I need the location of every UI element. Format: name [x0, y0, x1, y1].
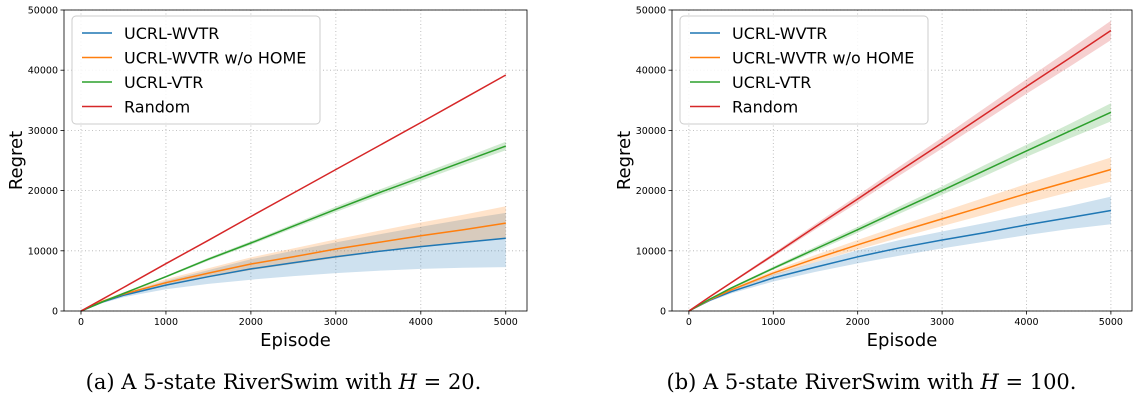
- legend-box-b: [679, 15, 929, 125]
- y-axis-label-b: Regret: [614, 131, 635, 190]
- x-tick-label-a-3: 3000: [324, 317, 348, 328]
- series-line-b-3: [688, 29, 1112, 312]
- legend-b: UCRL-WVTR UCRL-WVTR w/o HOME UCRL-VTR Rando…: [679, 15, 929, 125]
- x-axis-label-b: Episode: [867, 330, 938, 351]
- caption-b-text: (b) A 5-state RiverSwim with: [666, 370, 981, 394]
- chart-b: 0 1000 2000 3000 4000 50000100002000030000400…: [614, 6, 1133, 351]
- y-tick-label-a-0: 0: [52, 307, 58, 318]
- caption-a-text: (a) A 5-state RiverSwim with: [85, 370, 399, 394]
- legend-label-a-3: Random: [124, 98, 190, 117]
- x-tick-label-a-1: 1000: [154, 317, 178, 328]
- x-tick-label-a-2: 2000: [239, 317, 263, 328]
- plot-frame-b: [671, 9, 1133, 312]
- x-tick-label-a-4: 4000: [409, 317, 433, 328]
- legend-label-a-2: UCRL-VTR: [124, 73, 203, 92]
- caption-a-variable: H: [398, 370, 417, 394]
- y-tick-label-b-0: 0: [660, 307, 666, 318]
- caption-a: (a) A 5-state RiverSwim with H = 20.: [0, 370, 567, 394]
- legend-label-a-0: UCRL-WVTR: [124, 24, 219, 43]
- y-tick-label-b-2: 20000: [636, 186, 666, 197]
- y-tick-label-b-4: 40000: [636, 66, 666, 77]
- plot-frame-a: [63, 9, 528, 312]
- legend-a: UCRL-WVTR UCRL-WVTR w/o HOME UCRL-VTR Rando…: [71, 15, 321, 125]
- legend-label-b-1: UCRL-WVTR w/o HOME: [732, 49, 914, 68]
- x-tick-label-b-0: 0: [686, 317, 692, 328]
- y-tick-label-a-5: 50000: [28, 6, 58, 17]
- x-tick-label-b-2: 2000: [846, 317, 870, 328]
- y-tick-label-b-3: 30000: [636, 126, 666, 137]
- x-tick-label-b-4: 4000: [1014, 317, 1038, 328]
- series-line-b-2: [688, 111, 1112, 312]
- x-tick-label-b-1: 1000: [761, 317, 785, 328]
- caption-b-value: = 100.: [998, 370, 1077, 394]
- x-tick-label-a-0: 0: [78, 317, 84, 328]
- series-line-b-0: [688, 209, 1112, 312]
- band-b-0: [688, 196, 1111, 311]
- legend-label-b-3: Random: [732, 98, 798, 117]
- x-tick-label-b-3: 3000: [930, 317, 954, 328]
- caption-b: (b) A 5-state RiverSwim with H = 100.: [608, 370, 1135, 394]
- legend-box-a: [71, 15, 321, 125]
- series-line-a-2: [80, 145, 507, 312]
- series-line-b-1: [688, 168, 1112, 312]
- y-tick-label-a-4: 40000: [28, 66, 58, 77]
- y-tick-label-a-1: 10000: [28, 246, 58, 257]
- band-b-1: [688, 157, 1111, 311]
- legend-label-b-0: UCRL-WVTR: [732, 24, 827, 43]
- y-axis-label-a: Regret: [6, 131, 27, 190]
- y-tick-label-b-1: 10000: [636, 246, 666, 257]
- legend-label-b-2: UCRL-VTR: [732, 73, 811, 92]
- grid-b: [672, 9, 1132, 312]
- caption-a-value: = 20.: [417, 370, 482, 394]
- chart-panel-b: 0 1000 2000 3000 4000 5000 0 10000 20000 30000 400…: [608, 0, 1135, 406]
- series-line-a-0: [80, 237, 506, 312]
- band-a-0: [81, 212, 506, 311]
- caption-b-variable: H: [980, 370, 999, 394]
- x-tick-label-a-5: 5000: [494, 317, 518, 328]
- y-tick-label-a-2: 20000: [28, 186, 58, 197]
- chart-a: 0 1000 2000 3000 4000 50000100002000030000400…: [6, 6, 528, 351]
- chart-panel-a: 0 1000 2000 3000 4000 5000 0 10000 20000 30000 400…: [0, 0, 567, 406]
- series-line-a-3: [80, 74, 507, 312]
- y-tick-label-a-3: 30000: [28, 126, 58, 137]
- y-tick-label-b-5: 50000: [636, 6, 666, 17]
- x-tick-label-b-5: 5000: [1099, 317, 1123, 328]
- legend-label-a-1: UCRL-WVTR w/o HOME: [124, 49, 306, 68]
- band-a-1: [81, 206, 506, 311]
- x-axis-label-a: Episode: [260, 330, 331, 351]
